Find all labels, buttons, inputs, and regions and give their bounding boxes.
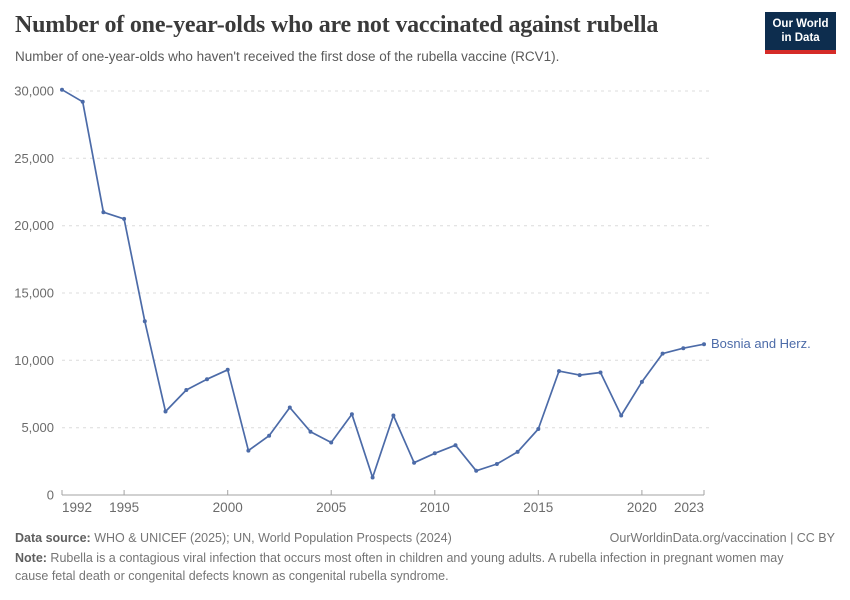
data-point[interactable]	[308, 429, 313, 434]
data-point[interactable]	[163, 409, 168, 414]
logo-line-1: Our World	[772, 18, 829, 30]
page-title: Number of one-year-olds who are not vacc…	[15, 12, 659, 38]
x-tick-label: 1992	[62, 500, 92, 515]
data-point[interactable]	[329, 440, 334, 445]
data-point[interactable]	[577, 373, 582, 378]
data-point[interactable]	[494, 462, 499, 466]
data-point[interactable]	[474, 468, 479, 473]
y-tick-label: 25,000	[14, 151, 54, 166]
x-tick-label: 2015	[523, 500, 553, 515]
data-source-text: WHO & UNICEF (2025); UN, World Populatio…	[90, 531, 452, 545]
data-point[interactable]	[60, 87, 64, 92]
logo-line-2: in Data	[781, 32, 820, 45]
data-source-label: Data source:	[15, 531, 91, 545]
y-tick-label: 20,000	[14, 218, 54, 233]
x-tick-label: 2023	[674, 500, 704, 515]
data-point[interactable]	[122, 216, 127, 221]
data-point[interactable]	[370, 475, 375, 480]
series-line[interactable]	[61, 88, 705, 479]
chart-footer: Data source: WHO & UNICEF (2025); UN, Wo…	[15, 531, 835, 585]
series-entity-label[interactable]: Bosnia and Herz.	[711, 336, 811, 351]
data-point[interactable]	[80, 99, 85, 104]
data-point[interactable]	[557, 369, 561, 374]
data-point[interactable]	[515, 449, 520, 454]
y-tick-label: 10,000	[14, 353, 54, 368]
data-point[interactable]	[142, 319, 147, 324]
y-tick-label: 15,000	[14, 286, 54, 301]
data-point[interactable]	[536, 427, 541, 431]
x-tick-label: 1995	[109, 500, 139, 515]
data-point[interactable]	[412, 460, 417, 465]
data-point[interactable]	[702, 342, 706, 347]
data-point[interactable]	[267, 433, 272, 438]
data-point[interactable]	[246, 448, 251, 453]
data-point[interactable]	[598, 370, 603, 375]
x-tick-label: 2000	[213, 500, 243, 515]
data-point[interactable]	[432, 451, 437, 456]
data-point[interactable]	[681, 346, 686, 351]
y-tick-label: 5,000	[21, 420, 54, 435]
data-point[interactable]	[639, 379, 644, 384]
data-point[interactable]	[453, 443, 458, 448]
y-tick-label: 0	[47, 488, 54, 503]
license-link[interactable]: OurWorldinData.org/vaccination | CC BY	[609, 531, 835, 545]
x-tick-label: 2005	[316, 500, 346, 515]
y-tick-label: 30,000	[14, 84, 54, 99]
data-point[interactable]	[660, 351, 665, 356]
note-label: Note:	[15, 551, 47, 565]
chart-header: Number of one-year-olds who are not vacc…	[15, 10, 750, 66]
chart-note: Note: Rubella is a contagious viral infe…	[15, 550, 820, 585]
x-tick-label: 2010	[420, 500, 450, 515]
source-row: Data source: WHO & UNICEF (2025); UN, Wo…	[15, 531, 835, 545]
data-point[interactable]	[349, 412, 354, 417]
note-text: Rubella is a contagious viral infection …	[15, 551, 784, 583]
chart-subtitle: Number of one-year-olds who haven't rece…	[15, 49, 560, 64]
data-point[interactable]	[287, 405, 292, 410]
owid-logo[interactable]: Our World in Data	[765, 12, 836, 54]
data-point[interactable]	[184, 388, 189, 392]
x-tick-label: 2020	[627, 500, 657, 515]
data-point[interactable]	[101, 210, 106, 215]
data-point[interactable]	[391, 413, 396, 418]
data-point[interactable]	[619, 413, 624, 418]
data-point[interactable]	[225, 367, 230, 372]
data-point[interactable]	[205, 377, 209, 382]
data-source: Data source: WHO & UNICEF (2025); UN, Wo…	[15, 531, 452, 545]
